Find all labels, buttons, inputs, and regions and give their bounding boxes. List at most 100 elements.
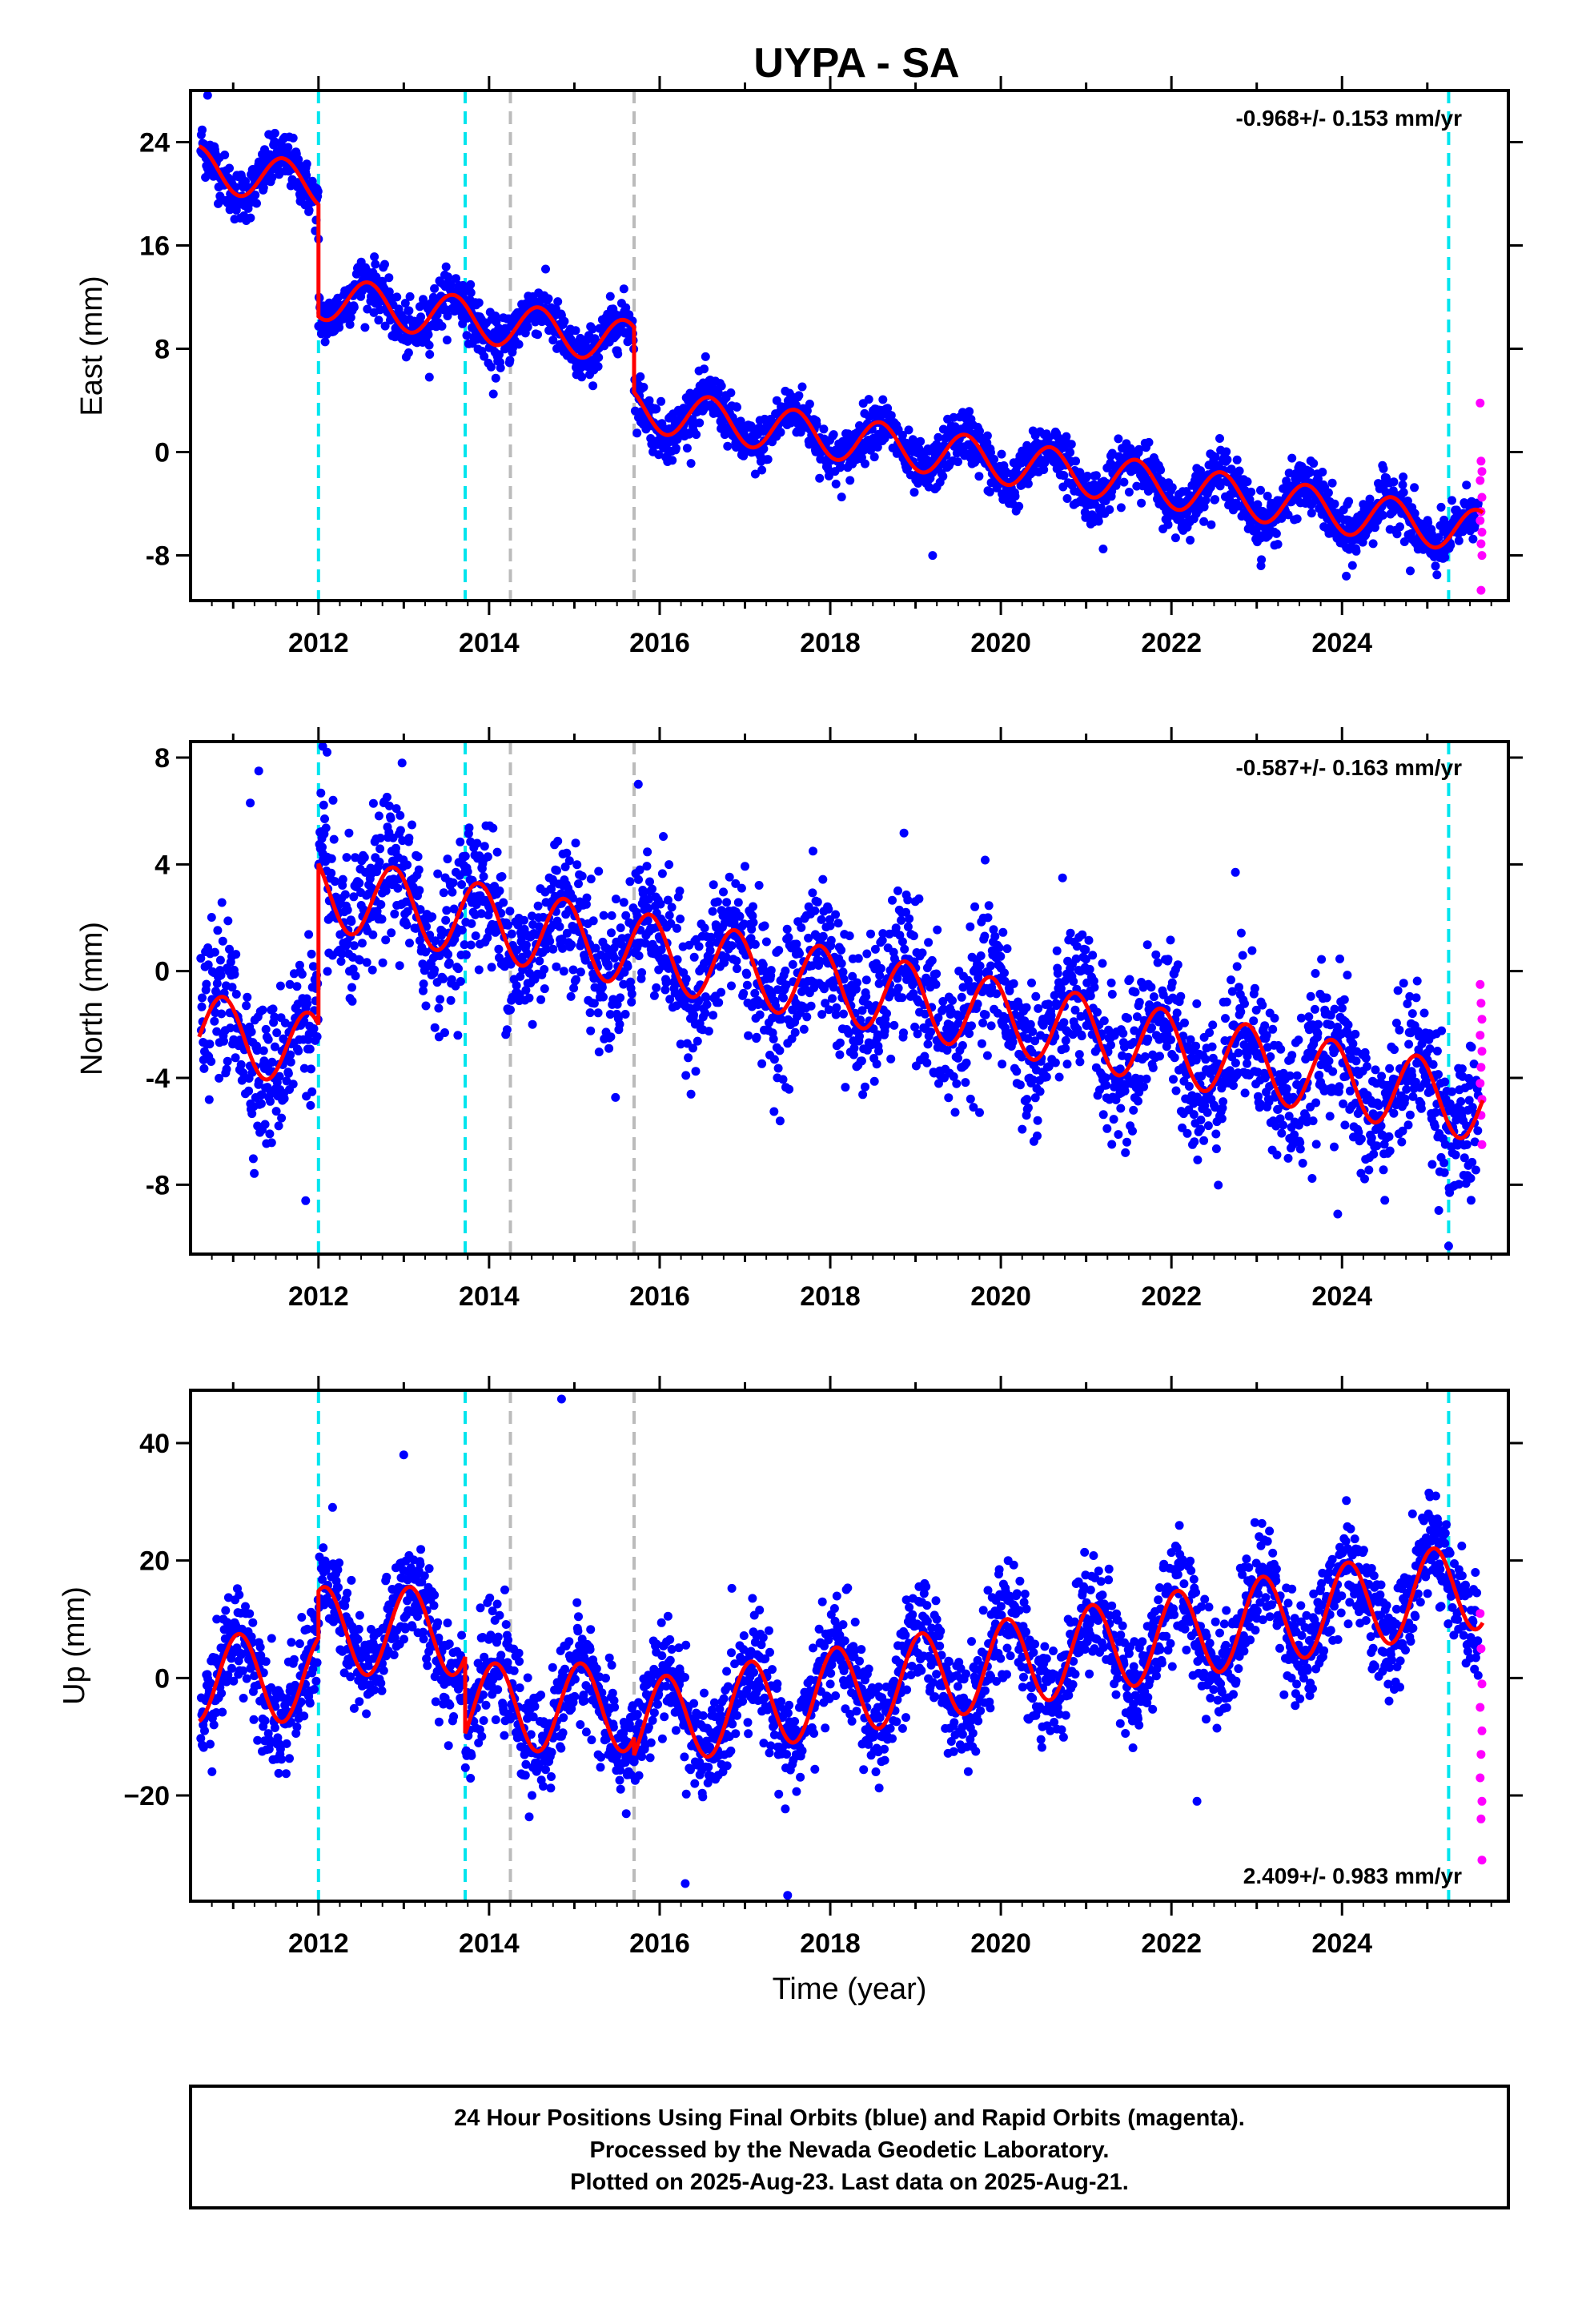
rapid-point	[1476, 516, 1485, 525]
data-point	[773, 1063, 783, 1073]
data-point	[1084, 935, 1094, 945]
data-point	[268, 1004, 278, 1014]
data-point	[260, 1120, 270, 1129]
data-point	[548, 944, 558, 954]
data-point	[1190, 1137, 1199, 1147]
data-point	[1189, 1110, 1199, 1120]
data-point	[562, 848, 572, 858]
data-point	[755, 1010, 765, 1019]
data-point	[355, 879, 364, 888]
data-point	[954, 1053, 962, 1063]
data-point	[701, 352, 710, 361]
data-point	[1015, 1080, 1025, 1090]
data-point	[403, 860, 412, 870]
data-point	[1081, 945, 1090, 955]
data-point	[1307, 509, 1316, 518]
data-point	[434, 1003, 444, 1013]
data-point	[1058, 873, 1067, 883]
data-point	[695, 418, 705, 428]
data-point	[536, 995, 546, 1004]
data-point	[636, 372, 645, 381]
data-point	[1118, 1028, 1128, 1038]
data-point	[555, 922, 564, 931]
data-point	[404, 306, 414, 316]
data-point	[794, 391, 804, 400]
data-point	[713, 897, 722, 907]
data-point	[1222, 447, 1231, 456]
data-point	[198, 125, 207, 135]
data-point	[582, 893, 592, 903]
data-point	[393, 883, 403, 893]
data-point	[994, 943, 1004, 952]
data-point	[1440, 553, 1450, 562]
data-point	[288, 133, 298, 143]
data-point	[1124, 488, 1134, 497]
data-point	[878, 395, 888, 404]
data-point	[914, 894, 924, 903]
data-point	[757, 465, 767, 475]
data-point	[376, 900, 386, 909]
data-point	[652, 983, 661, 992]
x-tick-label: 2020	[970, 628, 1031, 658]
data-point	[962, 1058, 971, 1068]
data-point	[708, 907, 717, 916]
data-point	[381, 935, 391, 945]
data-point	[1351, 546, 1361, 556]
data-point	[256, 1099, 266, 1108]
data-point	[1023, 479, 1033, 489]
data-point	[437, 321, 447, 331]
data-point	[797, 923, 806, 932]
data-point	[954, 457, 962, 467]
data-point	[668, 456, 677, 465]
data-point	[769, 1034, 778, 1043]
data-point	[693, 1036, 702, 1046]
data-point	[1182, 1128, 1192, 1138]
data-point	[441, 262, 451, 271]
rapid-point	[1476, 585, 1486, 595]
data-point	[1186, 536, 1195, 545]
data-point	[219, 1036, 228, 1046]
rapid-point	[1476, 456, 1486, 466]
data-point	[998, 927, 1008, 937]
data-point	[1066, 440, 1076, 449]
data-point	[897, 993, 907, 1003]
x-tick-label: 2016	[629, 628, 690, 658]
data-point	[1105, 505, 1114, 514]
data-point	[692, 430, 701, 440]
data-point	[213, 926, 223, 935]
data-point	[616, 923, 625, 933]
data-point	[833, 919, 843, 928]
data-point	[415, 886, 424, 895]
data-point	[961, 1078, 970, 1088]
y-tick-label: -8	[146, 541, 170, 572]
data-point	[460, 851, 470, 861]
data-point	[215, 955, 225, 965]
data-point	[903, 895, 913, 905]
data-point	[604, 962, 613, 971]
data-point	[917, 948, 927, 958]
data-point	[975, 961, 985, 971]
data-point	[577, 871, 587, 881]
chart-title: UYPA - SA	[753, 40, 959, 86]
data-point	[571, 326, 580, 336]
data-point	[990, 455, 999, 464]
data-point	[604, 1043, 614, 1053]
data-point	[857, 1056, 866, 1066]
data-point	[1106, 1040, 1115, 1050]
data-point	[831, 910, 841, 919]
data-point	[874, 1047, 883, 1055]
data-point	[923, 1039, 933, 1049]
data-point	[390, 909, 400, 919]
data-point	[540, 984, 549, 994]
data-point	[671, 444, 681, 453]
data-point	[750, 939, 760, 949]
data-point	[607, 911, 616, 920]
data-point	[627, 989, 636, 999]
data-point	[479, 872, 488, 881]
outlier-point	[203, 90, 212, 100]
data-point	[343, 905, 352, 915]
data-point	[719, 887, 728, 897]
data-point	[722, 898, 732, 907]
data-point	[243, 992, 252, 1002]
data-point	[514, 340, 524, 349]
